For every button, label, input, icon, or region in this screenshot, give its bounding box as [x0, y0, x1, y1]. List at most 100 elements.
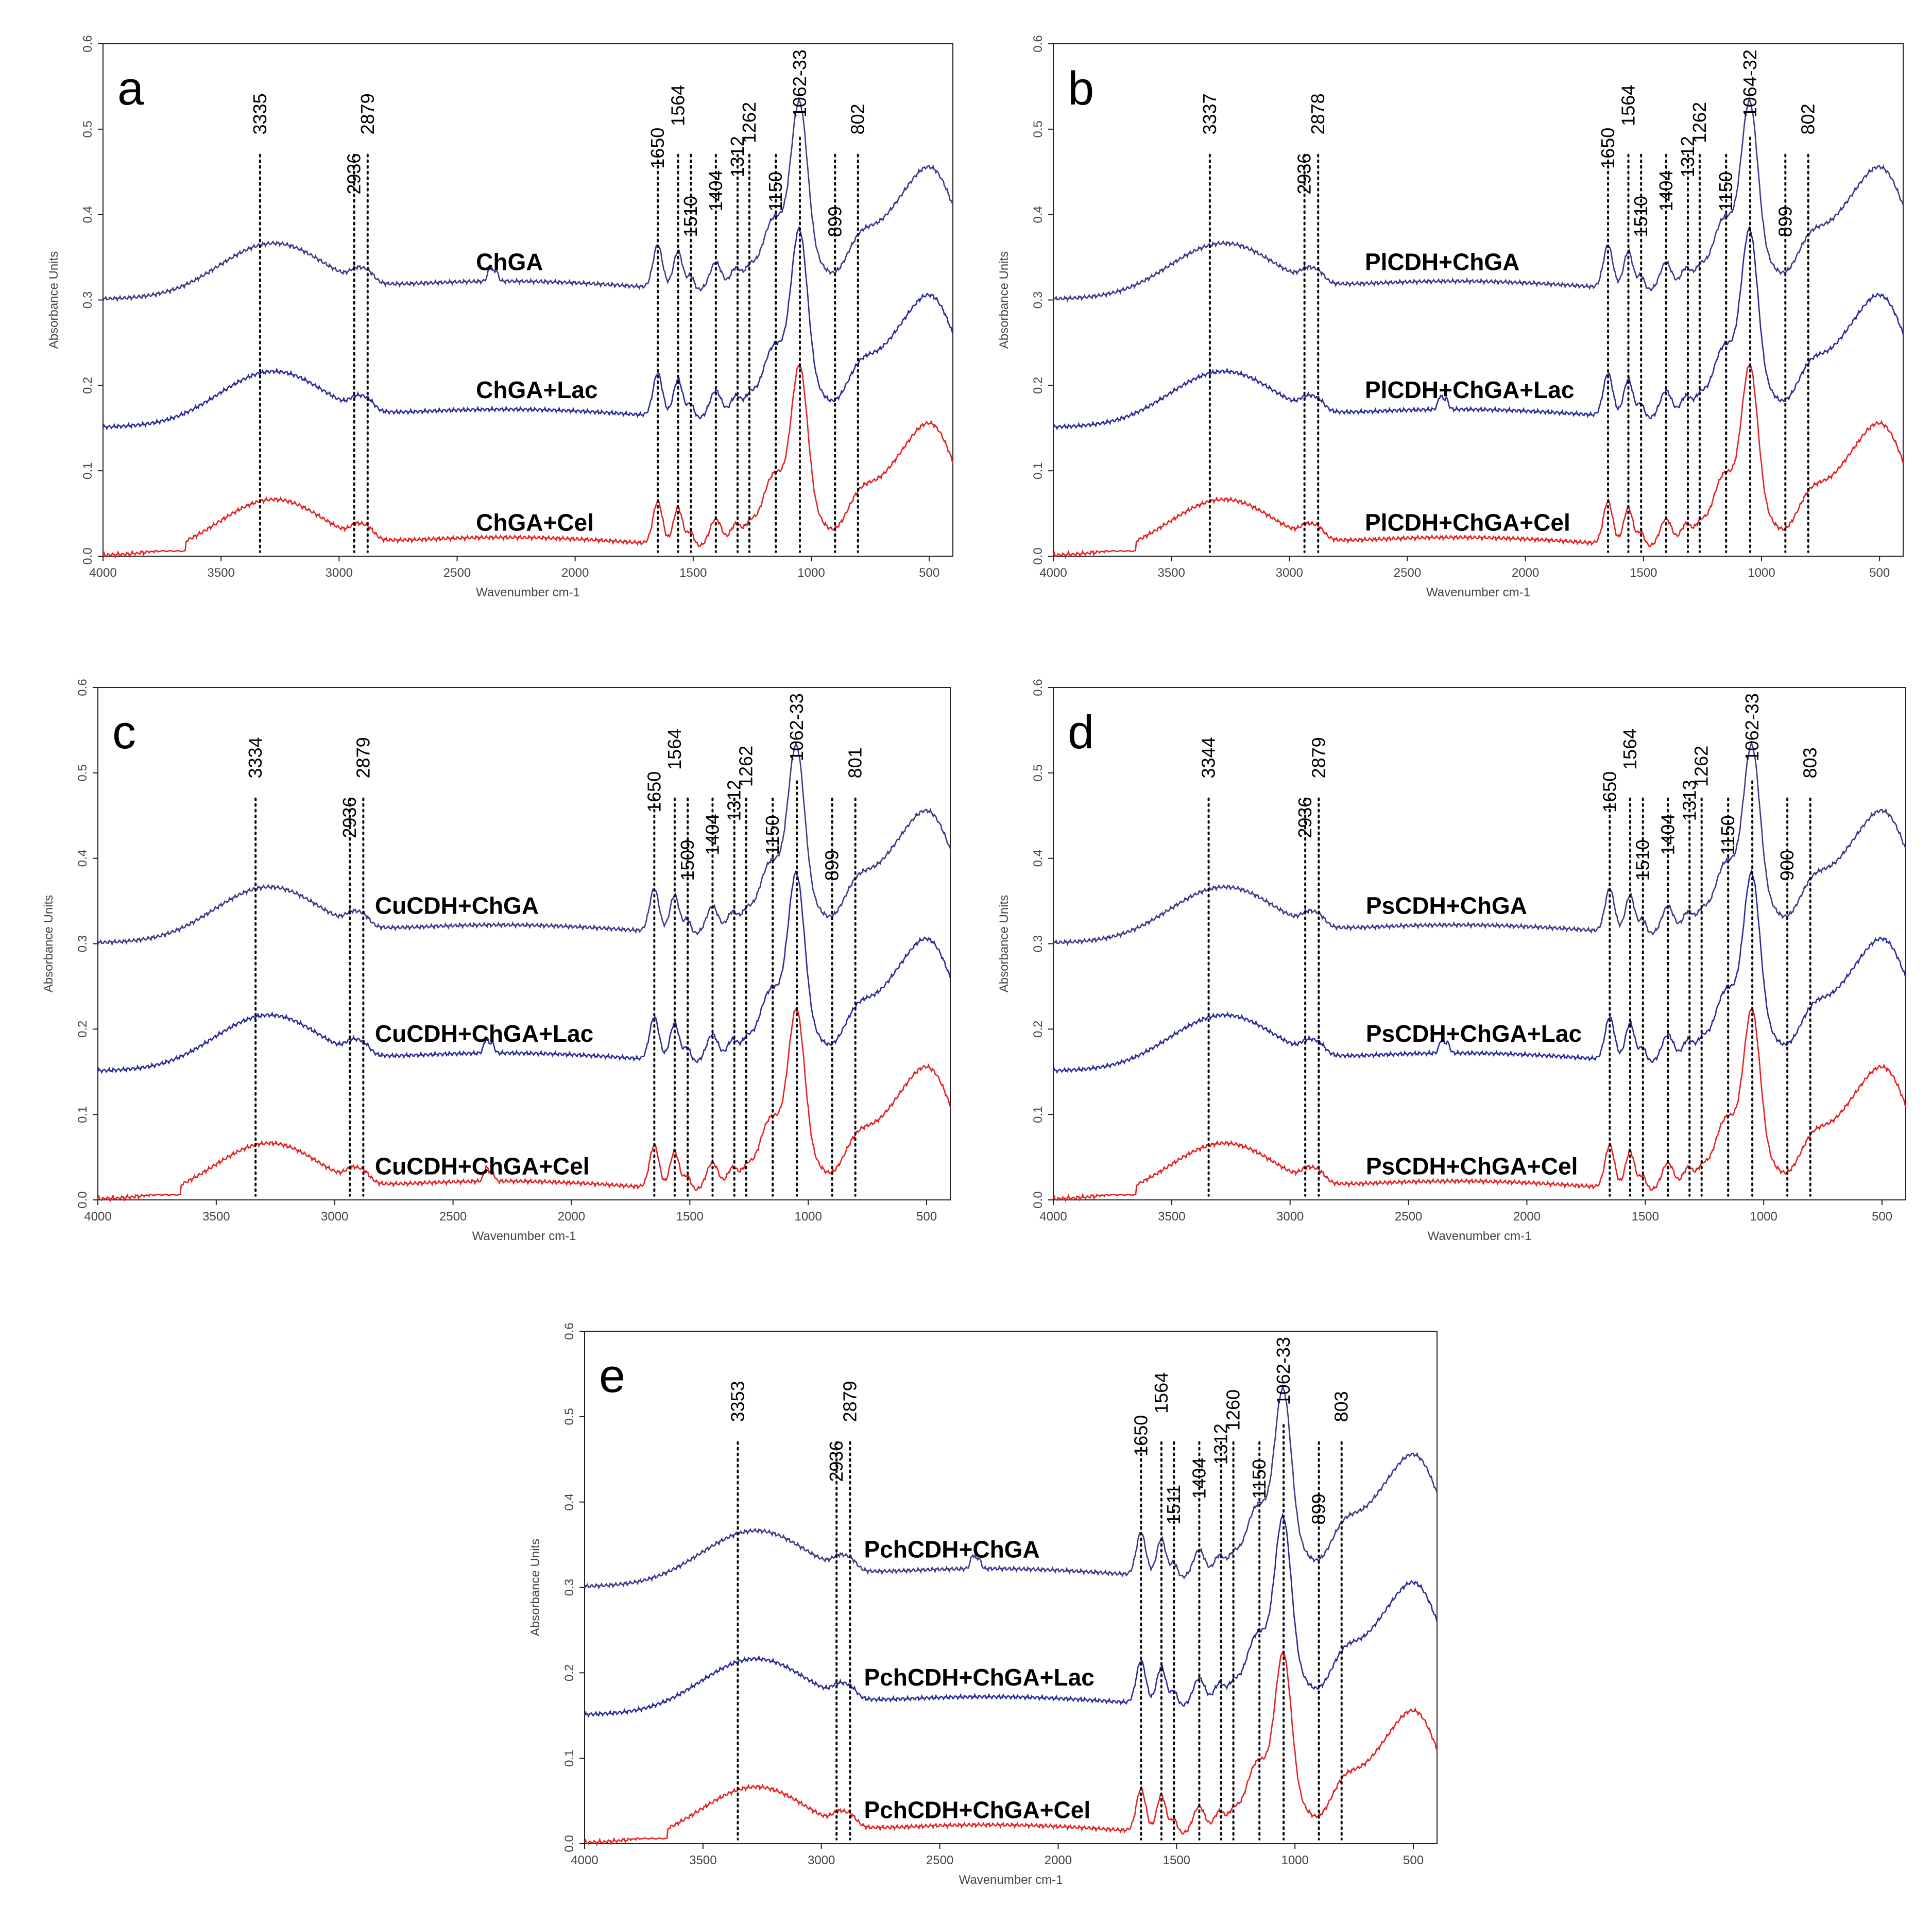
- x-tick-label: 2000: [561, 566, 589, 580]
- series-label: PlCDH+ChGA: [1365, 248, 1519, 275]
- y-tick-label: 0.6: [1031, 679, 1045, 696]
- x-tick-label: 3000: [808, 1853, 835, 1867]
- series-line: [584, 1651, 1438, 1847]
- x-tick-label: 1500: [679, 566, 707, 580]
- peak-label: 1564: [1619, 729, 1640, 770]
- x-axis-label: Wavenumber cm-1: [1426, 586, 1530, 599]
- series-label: PchCDH+ChGA: [864, 1536, 1039, 1562]
- series-line: [102, 364, 954, 559]
- x-tick-label: 3000: [1276, 1210, 1304, 1224]
- y-tick-label: 0.0: [562, 1835, 576, 1852]
- peak-label: 1313: [1679, 780, 1700, 821]
- series-line: [1052, 1007, 1907, 1203]
- x-axis-label: Wavenumber cm-1: [959, 1873, 1063, 1887]
- peak-label: 899: [1774, 206, 1796, 237]
- y-axis-label: Absorbance Units: [47, 251, 61, 349]
- plot-frame: [102, 43, 953, 557]
- x-tick-label: 3000: [326, 566, 353, 580]
- y-axis-label: Absorbance Units: [528, 1539, 542, 1636]
- peak-label: 1650: [1597, 128, 1618, 169]
- peak-label: 2879: [839, 1381, 860, 1422]
- series-label: PsCDH+ChGA: [1366, 892, 1527, 919]
- x-tick-label: 2000: [558, 1210, 585, 1224]
- peak-label: 803: [1331, 1391, 1352, 1422]
- peak-label: 3335: [249, 93, 270, 134]
- y-tick-label: 0.5: [76, 764, 90, 781]
- y-tick-label: 0.6: [76, 679, 90, 696]
- y-tick-label: 0.6: [1031, 35, 1045, 52]
- x-tick-label: 500: [1403, 1853, 1424, 1867]
- series-line: [1052, 869, 1907, 1074]
- x-tick-label: 4000: [1039, 1210, 1067, 1224]
- peak-label: 1509: [677, 839, 698, 881]
- peak-label: 1650: [1599, 771, 1620, 813]
- y-tick-label: 0.0: [81, 547, 95, 564]
- y-axis-label: Absorbance Units: [42, 895, 56, 992]
- x-axis-label: Wavenumber cm-1: [476, 586, 580, 599]
- series-label: PchCDH+ChGA+Lac: [864, 1664, 1094, 1691]
- peak-label: 1262: [1689, 102, 1710, 143]
- x-tick-label: 3500: [689, 1853, 716, 1867]
- y-tick-label: 0.2: [1031, 1021, 1045, 1038]
- peak-label: 1650: [1130, 1415, 1151, 1456]
- peak-label: 1564: [664, 729, 685, 770]
- x-tick-label: 3000: [1276, 566, 1303, 580]
- series-label: PsCDH+ChGA+Cel: [1366, 1153, 1578, 1179]
- x-tick-label: 1000: [794, 1210, 822, 1224]
- x-tick-label: 500: [916, 1210, 937, 1224]
- y-tick-label: 0.3: [81, 291, 95, 308]
- peak-label: 1062-33: [1273, 1337, 1294, 1405]
- y-tick-label: 0.1: [562, 1749, 576, 1766]
- peak-label: 3337: [1199, 93, 1220, 134]
- x-tick-label: 1500: [676, 1210, 704, 1224]
- panel-letter: c: [112, 706, 136, 759]
- peak-label: 3334: [245, 737, 266, 778]
- y-tick-label: 0.6: [81, 35, 95, 52]
- series-line: [584, 1384, 1438, 1590]
- peak-label: 899: [824, 206, 845, 237]
- plot-frame: [584, 1331, 1438, 1844]
- panel-letter: d: [1068, 706, 1094, 759]
- x-axis-label: Wavenumber cm-1: [472, 1229, 576, 1243]
- y-tick-label: 0.4: [562, 1493, 576, 1510]
- x-tick-label: 2000: [1045, 1853, 1072, 1867]
- plot-frame: [97, 687, 951, 1200]
- x-tick-label: 3500: [207, 566, 234, 580]
- x-tick-label: 2500: [439, 1210, 467, 1224]
- y-tick-label: 0.5: [1031, 121, 1045, 137]
- peak-label: 1404: [1188, 1458, 1209, 1499]
- panel-letter: e: [599, 1350, 625, 1402]
- x-tick-label: 4000: [1039, 566, 1067, 580]
- peak-label: 1511: [1163, 1485, 1184, 1524]
- peak-label: 1262: [1691, 746, 1712, 787]
- y-tick-label: 0.6: [562, 1322, 576, 1339]
- series-label: ChGA+Cel: [476, 509, 594, 536]
- chart-panel-e: 4000 3500 3000 2500 2000 1500 1000 500 0.0 0.1 0.2…: [528, 1322, 1438, 1887]
- plot-frame: [1053, 687, 1906, 1200]
- x-axis-label: Wavenumber cm-1: [1428, 1229, 1532, 1243]
- peak-label: 1404: [1655, 170, 1677, 212]
- y-tick-label: 0.1: [1031, 1106, 1045, 1123]
- x-tick-label: 500: [1869, 566, 1890, 580]
- y-tick-label: 0.1: [76, 1106, 90, 1123]
- peak-label: 1404: [705, 170, 726, 212]
- peak-label: 1150: [762, 815, 783, 855]
- x-tick-label: 1000: [1748, 566, 1775, 580]
- series-label: PlCDH+ChGA+Lac: [1365, 376, 1574, 403]
- peak-label: 2936: [1294, 797, 1315, 838]
- peak-label: 1564: [1151, 1372, 1172, 1414]
- peak-label: 2936: [826, 1440, 847, 1482]
- peak-label: 1062-33: [789, 49, 810, 117]
- peak-label: 899: [1308, 1493, 1329, 1524]
- x-tick-label: 2500: [926, 1853, 953, 1867]
- y-tick-label: 0.4: [76, 850, 90, 867]
- peak-label: 1564: [1618, 85, 1639, 126]
- series-line: [1052, 225, 1904, 431]
- peak-label: 1262: [736, 746, 757, 787]
- x-tick-label: 3000: [321, 1210, 348, 1224]
- peak-label: 1150: [1249, 1459, 1270, 1499]
- peak-label: 1312: [727, 136, 748, 177]
- peak-label: 1262: [739, 102, 760, 143]
- y-tick-label: 0.0: [76, 1191, 90, 1208]
